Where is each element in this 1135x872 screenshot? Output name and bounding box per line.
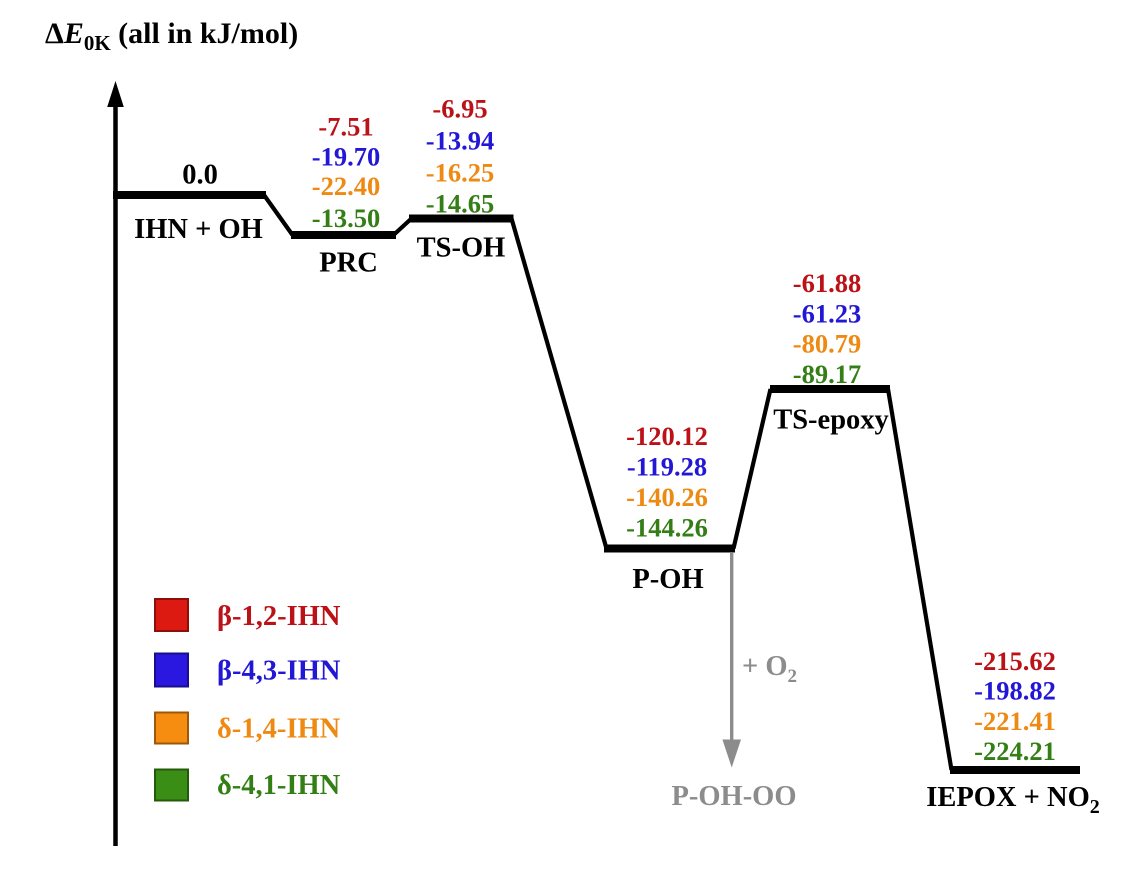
svg-text:P-OH: P-OH [632,564,703,595]
svg-text:ΔE0K (all in kJ/mol): ΔE0K (all in kJ/mol) [45,17,298,55]
svg-text:0.0: 0.0 [182,160,218,191]
svg-text:β-1,2-IHN: β-1,2-IHN [217,601,341,632]
svg-text:-119.28: -119.28 [627,452,707,482]
svg-text:-144.26: -144.26 [626,513,708,543]
svg-text:TS-epoxy: TS-epoxy [773,405,889,436]
svg-text:-61.88: -61.88 [793,268,861,298]
svg-text:-22.40: -22.40 [312,171,380,201]
svg-text:-13.94: -13.94 [426,126,494,156]
svg-text:-140.26: -140.26 [626,482,708,512]
svg-text:-7.51: -7.51 [318,112,373,142]
svg-text:δ-1,4-IHN: δ-1,4-IHN [217,714,341,745]
svg-text:-13.50: -13.50 [312,203,380,233]
svg-text:-89.17: -89.17 [793,359,861,389]
svg-text:-16.25: -16.25 [426,158,494,188]
svg-text:TS-OH: TS-OH [417,233,506,264]
svg-text:β-4,3-IHN: β-4,3-IHN [217,656,341,687]
svg-text:IEPOX + NO2: IEPOX + NO2 [926,782,1100,818]
svg-text:-19.70: -19.70 [312,141,380,171]
svg-text:-6.95: -6.95 [432,94,487,124]
svg-text:-120.12: -120.12 [626,421,708,451]
svg-text:PRC: PRC [319,248,378,279]
svg-text:-61.23: -61.23 [793,298,861,328]
svg-text:P-OH-OO: P-OH-OO [671,781,796,812]
svg-text:-221.41: -221.41 [974,706,1056,736]
svg-text:-198.82: -198.82 [974,676,1056,706]
svg-text:-224.21: -224.21 [974,736,1056,766]
svg-text:δ-4,1-IHN: δ-4,1-IHN [217,770,341,801]
svg-text:-80.79: -80.79 [793,329,861,359]
svg-text:-215.62: -215.62 [974,646,1056,676]
svg-text:IHN + OH: IHN + OH [134,214,263,245]
svg-text:-14.65: -14.65 [426,189,494,219]
